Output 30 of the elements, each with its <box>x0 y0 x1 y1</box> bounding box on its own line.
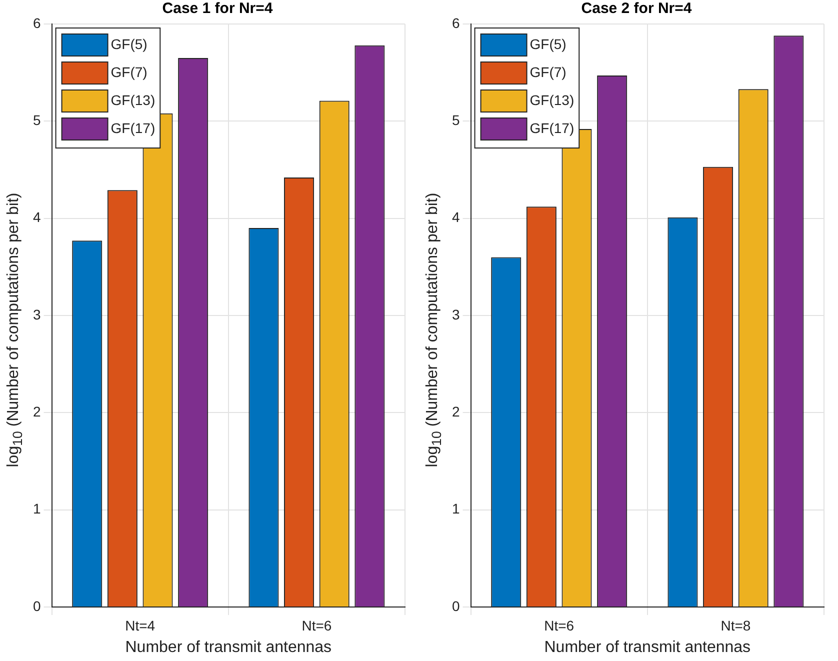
y-tick-label: 4 <box>452 209 460 226</box>
x-tick-label: Nt=6 <box>302 617 332 634</box>
y-tick-label: 1 <box>32 500 41 517</box>
legend-label: GF(13) <box>110 92 156 108</box>
y-tick-label: 4 <box>32 209 41 226</box>
legend-label: GF(17) <box>110 120 156 136</box>
x-axis-title: Number of transmit antennas <box>544 638 751 656</box>
chart-title: Case 2 for Nr=4 <box>581 0 692 18</box>
legend-label: GF(5) <box>530 36 566 52</box>
y-tick-label: 5 <box>452 112 460 128</box>
y-tick-label: 2 <box>452 404 460 420</box>
legend-label: GF(7) <box>110 64 148 80</box>
y-tick-label: 6 <box>452 14 460 31</box>
y-tick-label: 1 <box>452 500 460 517</box>
y-tick-label: 3 <box>32 306 41 322</box>
legend-label: GF(17) <box>530 120 574 136</box>
x-axis-title: Number of transmit antennas <box>125 638 332 656</box>
legend-label: GF(13) <box>530 92 574 108</box>
legend-label: GF(7) <box>530 64 566 80</box>
x-tick-label: Nt=4 <box>125 617 156 634</box>
y-tick-label: 3 <box>452 306 460 322</box>
y-tick-label: 6 <box>32 14 41 31</box>
y-tick-label: 5 <box>32 112 41 128</box>
x-tick-label: Nt=8 <box>720 617 751 634</box>
y-tick-label: 0 <box>452 598 460 614</box>
chart-title: Case 1 for Nr=4 <box>162 0 274 18</box>
y-tick-label: 2 <box>32 404 41 420</box>
y-tick-label: 0 <box>32 598 41 614</box>
legend-label: GF(5) <box>110 36 148 52</box>
x-tick-label: Nt=6 <box>544 617 574 634</box>
